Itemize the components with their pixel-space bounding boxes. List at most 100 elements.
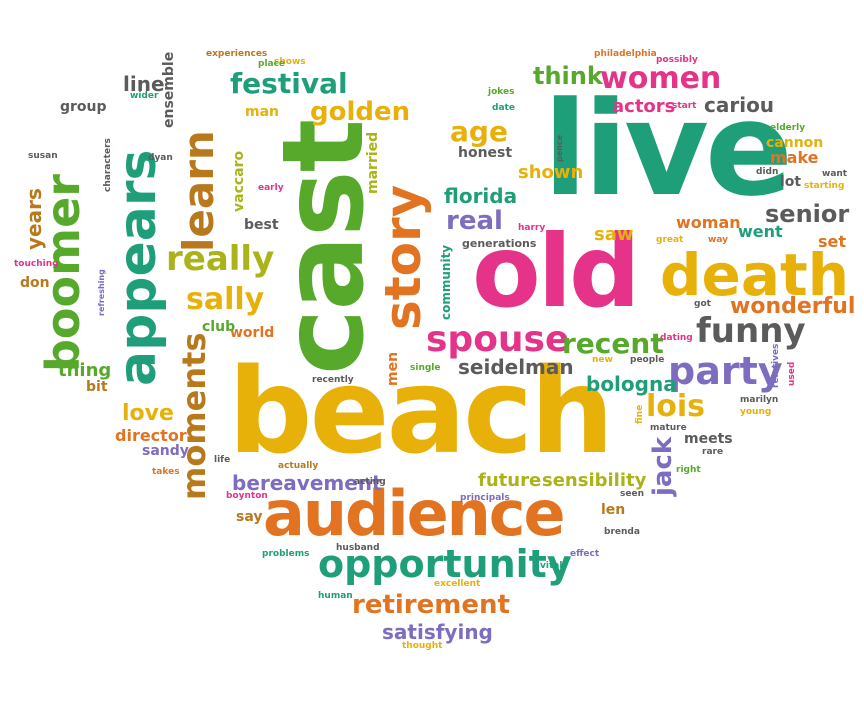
word-festival: festival <box>230 67 348 100</box>
word-meets: meets <box>684 431 733 447</box>
word-appears: appears <box>108 149 168 387</box>
word-husband: husband <box>336 543 380 553</box>
word-characters: characters <box>103 138 113 192</box>
word-party: party <box>668 349 783 393</box>
word-world: world <box>230 325 275 341</box>
word-right: right <box>676 465 701 475</box>
word-great: great <box>656 235 684 245</box>
word-susan: susan <box>28 151 58 161</box>
word-retirement: retirement <box>352 590 510 620</box>
word-boynton: boynton <box>226 491 268 501</box>
word-possibly: possibly <box>656 55 698 65</box>
word-club: club <box>202 319 236 335</box>
word-excellent: excellent <box>434 579 481 589</box>
word-cariou: cariou <box>704 93 775 117</box>
word-single: single <box>410 363 441 373</box>
word-actually: actually <box>278 461 319 471</box>
word-early: early <box>258 183 284 193</box>
word-shows: shows <box>274 57 306 67</box>
word-moments: moments <box>175 332 213 501</box>
word-live: live <box>543 73 793 225</box>
word-elderly: elderly <box>770 123 806 133</box>
word-cast: cast <box>259 120 389 375</box>
word-beach: beach <box>228 342 614 480</box>
word-best: best <box>244 217 279 233</box>
word-saw: saw <box>594 224 634 245</box>
word-love: love <box>122 401 174 426</box>
word-wonderful: wonderful <box>730 294 856 319</box>
word-wider: wider <box>130 91 159 101</box>
word-life: life <box>214 455 231 465</box>
word-old: old <box>472 213 641 330</box>
word-philadelphia: philadelphia <box>594 49 657 59</box>
word-married: married <box>365 131 381 194</box>
word-dyan: dyan <box>148 153 173 163</box>
word-satisfying: satisfying <box>382 620 493 644</box>
word-pence: pence <box>555 134 564 162</box>
word-human: human <box>318 591 353 601</box>
word-mature: mature <box>650 423 687 433</box>
word-future: future <box>478 470 542 491</box>
word-start: start <box>672 101 697 111</box>
word-spouse: spouse <box>426 319 570 360</box>
word-bologna: bologna <box>586 372 677 396</box>
word-acting: acting <box>354 477 386 487</box>
word-think: think <box>533 62 603 90</box>
word-learn: learn <box>174 130 223 252</box>
word-fine: fine <box>635 404 645 424</box>
word-effect: effect <box>570 549 600 559</box>
word-dating: dating <box>660 333 693 343</box>
word-went: went <box>738 222 783 241</box>
word-takes: takes <box>152 467 180 477</box>
word-vaccaro: vaccaro <box>231 150 247 212</box>
word-sensibility: sensibility <box>542 470 647 491</box>
word-man: man <box>245 104 280 120</box>
word-lois: lois <box>646 389 706 424</box>
word-make: make <box>770 148 819 167</box>
word-len: len <box>601 502 626 518</box>
word-senior: senior <box>765 200 850 228</box>
word-used: used <box>787 361 797 386</box>
word-seidelman: seidelman <box>458 355 574 379</box>
word-group: group <box>60 99 107 115</box>
word-people: people <box>630 355 665 365</box>
word-got: got <box>694 299 711 309</box>
word-honest: honest <box>458 145 513 161</box>
word-thought: thought <box>402 641 443 651</box>
word-men: men <box>385 351 401 386</box>
word-years: years <box>22 188 46 250</box>
word-starting: starting <box>804 181 845 191</box>
word-principals: principals <box>460 493 510 503</box>
word-refreshing: refreshing <box>97 269 106 316</box>
word-real: real <box>446 206 503 236</box>
word-date: date <box>492 103 515 113</box>
word-florida: florida <box>444 184 518 208</box>
word-thing: thing <box>58 360 112 381</box>
word-vital: vital <box>540 561 563 571</box>
word-director: director <box>115 426 187 445</box>
word-problems: problems <box>262 549 310 559</box>
word-way: way <box>708 235 728 245</box>
word-women: women <box>600 61 722 96</box>
word-set: set <box>818 232 847 251</box>
word-actors: actors <box>612 96 676 117</box>
word-touching: touching <box>14 259 59 269</box>
word-seen: seen <box>620 489 644 499</box>
word-golden: golden <box>310 97 411 127</box>
word-bereavement: bereavement <box>232 471 382 495</box>
word-don: don <box>20 275 50 291</box>
word-bit: bit <box>86 379 108 395</box>
word-rare: rare <box>702 447 724 457</box>
word-generations: generations <box>462 237 537 250</box>
word-sandy: sandy <box>142 443 189 459</box>
word-funny: funny <box>696 311 806 351</box>
word-want: want <box>822 169 848 179</box>
word-new: new <box>592 355 613 365</box>
word-young: young <box>740 407 772 417</box>
word-cannon: cannon <box>766 135 824 151</box>
word-marilyn: marilyn <box>740 395 779 405</box>
word-recent: recent <box>562 327 664 360</box>
word-audience: audience <box>263 477 566 550</box>
word-relatives: relatives <box>771 343 781 388</box>
